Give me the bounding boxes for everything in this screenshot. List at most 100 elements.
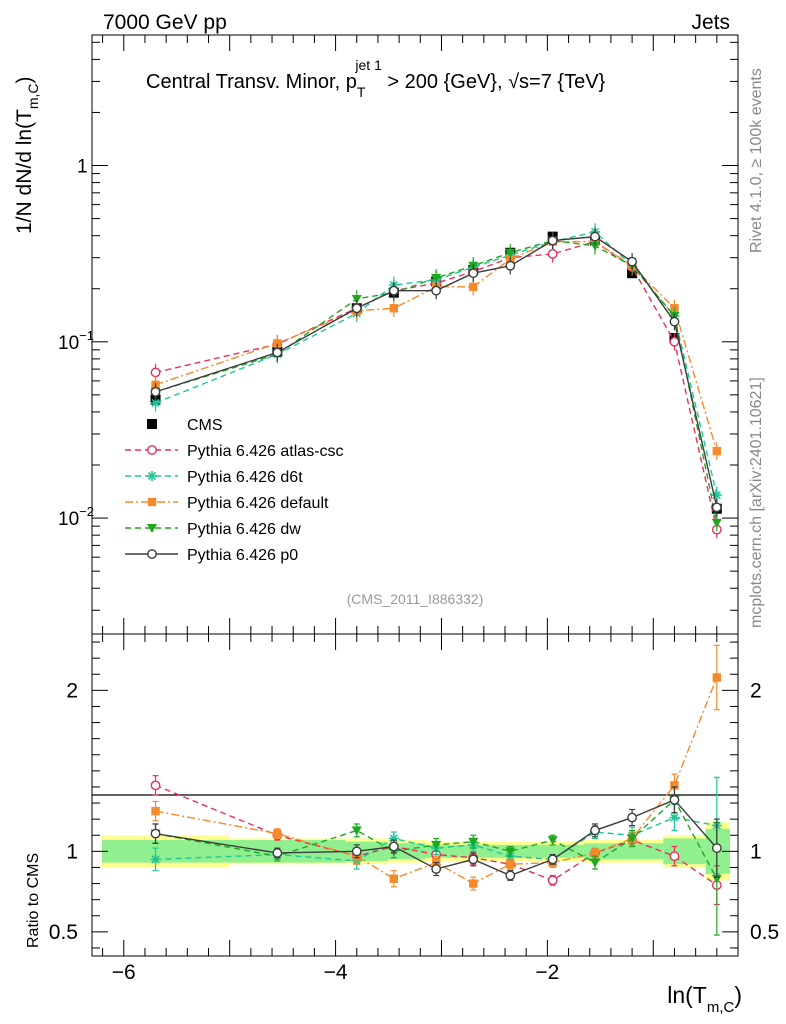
data-point-p0 — [468, 268, 479, 279]
main-title-prefix: Central Transv. Minor, p — [146, 71, 357, 93]
data-point-dw — [351, 294, 362, 304]
band-inner — [626, 843, 664, 860]
legend-item-CMS: CMS — [147, 417, 223, 434]
legend-item-p0: Pythia 6.426 p0 — [125, 547, 298, 564]
ratio-y-tick-label-right: 0.5 — [750, 921, 779, 944]
ratio-line-p0 — [155, 798, 718, 877]
data-point-default — [469, 282, 478, 292]
data-point-p0 — [669, 316, 680, 327]
ratio-y-tick-label-right: 1 — [750, 840, 762, 863]
ratio-point-p0 — [388, 841, 399, 852]
legend-marker — [147, 549, 157, 559]
legend-label-d6t: Pythia 6.426 d6t — [187, 469, 303, 486]
y-tick-label: 1 — [77, 157, 88, 178]
ratio-axis-ticks: 2 2 1 1 0.5 0.5 −6 −4 −2 — [49, 634, 779, 984]
ratio-line-dw — [155, 798, 718, 880]
legend-marker — [147, 445, 157, 455]
legend-item-atlas_csc: Pythia 6.426 atlas-csc — [125, 443, 344, 460]
ratio-point-p0 — [669, 794, 680, 805]
band-inner — [663, 838, 706, 865]
data-point-p0 — [627, 256, 637, 267]
ratio-point-atlas_csc — [150, 780, 161, 791]
header-energy: 7000 GeV pp — [103, 11, 227, 34]
legend-label-dw: Pythia 6.426 dw — [187, 521, 301, 538]
data-point-p0 — [590, 231, 600, 242]
ratio-line-default — [155, 677, 718, 885]
band-inner — [102, 840, 230, 863]
legend-marker — [147, 471, 157, 481]
series-p0 — [150, 227, 722, 517]
legend-marker — [147, 497, 157, 507]
main-y-axis-label-sub: m,C — [25, 83, 41, 109]
ratio-point-p0 — [468, 854, 479, 865]
main-plot-frame — [91, 34, 739, 635]
x-axis-label-close: ) — [734, 982, 742, 1008]
x-tick-label: −4 — [324, 961, 348, 984]
y-tick-label-base: 1 — [77, 157, 88, 178]
mcplots-label: mcplots.cern.ch [arXiv:2401.10621] — [748, 377, 765, 628]
main-y-axis-label-close: ) — [13, 76, 36, 83]
ratio-x-axis-label: ln(Tm,C) — [667, 982, 742, 1016]
legend-item-d6t: Pythia 6.426 d6t — [125, 469, 303, 486]
data-point-p0 — [505, 260, 516, 271]
data-point-p0 — [547, 235, 558, 246]
ratio-panel: 2 2 1 1 0.5 0.5 −6 −4 −2 Ratio to CMS ln(Tm,C) — [25, 633, 779, 1016]
ratio-point-dw — [351, 826, 362, 836]
main-title-sub: T — [357, 84, 366, 100]
y-tick-label: 10−2 — [58, 504, 94, 530]
ratio-point-atlas_csc — [669, 851, 680, 862]
ratio-point-atlas_csc — [547, 875, 558, 886]
legend-item-dw: Pythia 6.426 dw — [125, 521, 301, 538]
data-point-dw — [431, 274, 442, 284]
main-title-sup: jet 1 — [354, 57, 382, 73]
ratio-series-p0 — [150, 786, 722, 881]
y-tick-label-exponent: −1 — [79, 328, 94, 343]
ratio-point-dw — [468, 837, 479, 847]
main-panel: 110−110−2 Central Transv. Minor, pTjet 1… — [13, 34, 739, 635]
y-tick-label: 10−1 — [58, 328, 94, 354]
ratio-point-default — [670, 781, 679, 790]
legend-label-p0: Pythia 6.426 p0 — [187, 547, 298, 564]
series-line-atlas_csc — [155, 240, 718, 530]
data-point-default — [273, 339, 282, 348]
data-point-p0 — [351, 303, 362, 314]
ratio-point-p0 — [711, 843, 722, 854]
ratio-point-dw — [431, 840, 442, 850]
data-point-dw — [711, 518, 722, 528]
ratio-point-default — [712, 673, 722, 682]
legend-label-default: Pythia 6.426 default — [187, 495, 329, 512]
y-tick-label-base: 10 — [58, 509, 79, 530]
ratio-point-dw — [505, 847, 516, 857]
ratio-y-axis-label: Ratio to CMS — [25, 853, 42, 948]
ratio-point-p0 — [351, 846, 362, 857]
header-jets: Jets — [691, 11, 730, 34]
ratio-point-default — [506, 860, 515, 869]
y-tick-label-exponent: −2 — [79, 504, 94, 519]
ratio-series-group — [150, 644, 722, 936]
ratio-point-p0 — [627, 812, 637, 823]
series-line-p0 — [155, 235, 718, 508]
series-line-dw — [155, 239, 718, 523]
ratio-point-p0 — [272, 848, 283, 858]
data-point-atlas_csc — [669, 336, 680, 347]
legend: CMS Pythia 6.426 atlas-csc Pythia 6.426 d6… — [125, 417, 344, 564]
data-point-p0 — [431, 285, 442, 296]
data-point-atlas_csc — [547, 249, 558, 259]
ratio-y-tick-label-right: 2 — [750, 679, 762, 702]
x-tick-label: −2 — [535, 961, 559, 984]
ratio-plot-frame — [91, 633, 739, 957]
ratio-point-dw — [590, 858, 601, 868]
x-tick-label: −6 — [112, 961, 136, 984]
data-point-dw — [505, 248, 516, 258]
legend-marker — [147, 524, 157, 533]
ratio-y-tick-label-left: 2 — [66, 679, 78, 702]
ratio-point-d6t — [669, 812, 680, 823]
main-series-group — [150, 223, 722, 539]
legend-label-atlas_csc: Pythia 6.426 atlas-csc — [187, 443, 344, 460]
ratio-point-p0 — [431, 864, 442, 874]
legend-item-default: Pythia 6.426 default — [125, 495, 329, 512]
data-point-p0 — [711, 502, 722, 513]
legend-marker — [147, 419, 157, 429]
main-y-axis-label-main: 1/N dN/d ln(T — [13, 109, 36, 234]
